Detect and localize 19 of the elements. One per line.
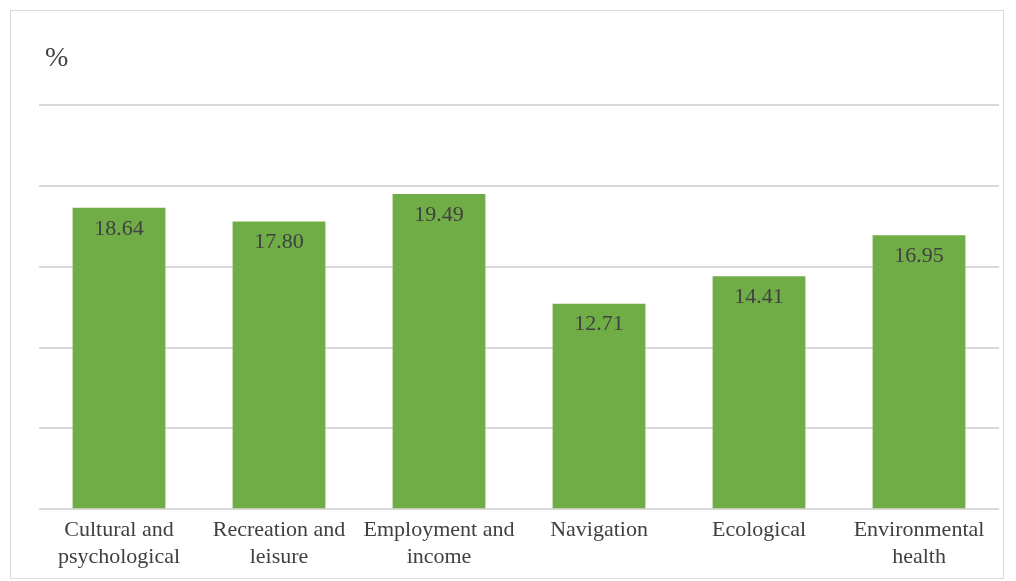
bar [392,194,486,509]
data-label: 18.64 [94,214,144,240]
x-tick-label: Navigation [550,516,648,542]
bar [232,221,326,509]
x-tick-label: Employment and income [363,516,515,568]
bar [712,276,806,509]
data-label: 19.49 [414,200,464,226]
x-tick-label: Ecological [711,516,807,542]
x-tick-label: Environmental health [853,516,985,568]
data-label: 16.95 [894,241,944,267]
data-label: 14.41 [734,283,784,308]
x-tick-label: Recreation and leisure [212,516,346,568]
bar [552,303,646,509]
y-axis-title: % [45,41,69,73]
x-tick-label: Cultural and psychological [57,516,181,568]
data-label: 17.80 [254,228,304,254]
data-label: 12.71 [574,310,624,336]
bar [872,235,966,509]
bar [72,207,166,509]
